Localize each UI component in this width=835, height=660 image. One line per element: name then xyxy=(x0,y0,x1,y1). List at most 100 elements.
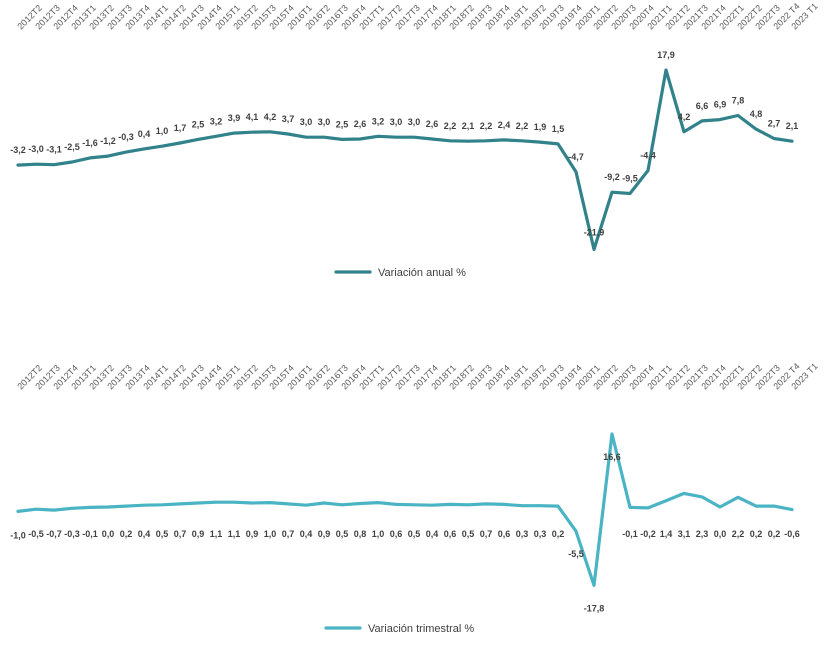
data-label: 0,4 xyxy=(300,529,313,539)
data-label: -3,0 xyxy=(28,144,44,154)
data-label: 0,3 xyxy=(534,529,547,539)
data-label: 4,2 xyxy=(678,112,691,122)
data-point xyxy=(791,140,794,143)
data-point xyxy=(395,136,398,139)
data-point xyxy=(305,504,308,507)
data-label: 3,7 xyxy=(282,114,295,124)
data-point xyxy=(377,501,380,504)
data-point xyxy=(773,505,776,508)
data-label: 0,9 xyxy=(246,529,259,539)
data-label: 0,6 xyxy=(498,529,511,539)
data-label: 6,6 xyxy=(696,101,709,111)
data-label: -0,6 xyxy=(784,529,800,539)
data-point xyxy=(179,142,182,145)
data-point xyxy=(791,508,794,511)
data-point xyxy=(647,506,650,509)
data-point xyxy=(125,505,128,508)
data-label: -5,5 xyxy=(568,549,584,559)
data-point xyxy=(629,192,632,195)
legend: Variación trimestral % xyxy=(324,623,474,635)
data-label: 6,9 xyxy=(714,100,727,110)
data-label: -1,0 xyxy=(10,530,26,540)
data-point xyxy=(89,156,92,159)
data-label: 0,9 xyxy=(318,529,331,539)
plot-area xyxy=(16,432,794,587)
data-label: 0,5 xyxy=(336,529,349,539)
data-label: 3,9 xyxy=(228,113,241,123)
data-point xyxy=(755,505,758,508)
data-point xyxy=(233,501,236,504)
data-label: 0,4 xyxy=(138,529,151,539)
legend: Variación anual % xyxy=(334,267,466,279)
data-point xyxy=(107,506,110,509)
chart-annual: 2012T22012T32012T42013T12013T22013T32013… xyxy=(10,1,819,279)
data-point xyxy=(89,506,92,509)
data-point xyxy=(53,509,56,512)
data-point xyxy=(575,170,578,173)
data-label: 2,6 xyxy=(426,119,439,129)
data-label: 0,5 xyxy=(462,529,475,539)
data-point xyxy=(683,130,686,133)
data-point xyxy=(755,128,758,131)
data-label: -0,5 xyxy=(28,529,44,539)
data-point xyxy=(305,136,308,139)
data-point xyxy=(35,508,38,511)
data-point xyxy=(521,504,524,507)
data-point xyxy=(557,142,560,145)
data-point xyxy=(719,118,722,121)
data-point xyxy=(521,139,524,142)
data-point xyxy=(287,502,290,505)
data-point xyxy=(269,130,272,133)
data-label: -0,2 xyxy=(640,529,656,539)
data-label: -0,1 xyxy=(622,529,638,539)
legend-label: Variación anual % xyxy=(378,267,466,279)
data-label: 7,8 xyxy=(732,96,745,106)
data-label: -9,2 xyxy=(604,172,620,182)
plot-area xyxy=(16,68,794,251)
data-label: 2,6 xyxy=(354,119,367,129)
x-axis-ticks: 2012T22012T32012T42013T12013T22013T32013… xyxy=(15,361,819,391)
data-point xyxy=(341,503,344,506)
data-label: 0,6 xyxy=(390,529,403,539)
data-point xyxy=(197,502,200,505)
data-label: 2,7 xyxy=(768,119,781,129)
data-point xyxy=(773,137,776,140)
data-point xyxy=(143,504,146,507)
data-point xyxy=(17,164,20,167)
data-label: -9,5 xyxy=(622,174,638,184)
data-point xyxy=(539,141,542,144)
data-label: 1,0 xyxy=(264,529,277,539)
data-label: 3,1 xyxy=(678,529,691,539)
data-label: 0,5 xyxy=(156,529,169,539)
data-point xyxy=(467,503,470,506)
data-point xyxy=(737,114,740,117)
data-point xyxy=(215,135,218,138)
data-label: 2,5 xyxy=(192,119,205,129)
data-label: 0,7 xyxy=(174,529,187,539)
data-label: 0,2 xyxy=(552,529,565,539)
data-point xyxy=(359,502,362,505)
data-point xyxy=(161,145,164,148)
data-point xyxy=(197,138,200,141)
data-label: 1,1 xyxy=(228,529,241,539)
data-label: 3,2 xyxy=(210,116,223,126)
data-label: 4,2 xyxy=(264,112,277,122)
data-point xyxy=(647,169,650,172)
data-point xyxy=(125,151,128,154)
data-point xyxy=(323,502,326,505)
data-point xyxy=(611,191,614,194)
data-label: 0,0 xyxy=(714,529,727,539)
data-point xyxy=(53,163,56,166)
data-point xyxy=(683,492,686,495)
data-label: 2,5 xyxy=(336,119,349,129)
data-label: 2,1 xyxy=(786,121,799,131)
data-label: -3,2 xyxy=(10,145,26,155)
data-point xyxy=(179,502,182,505)
data-label: 1,4 xyxy=(660,529,673,539)
data-label: 16,6 xyxy=(603,452,621,462)
data-point xyxy=(161,503,164,506)
data-label: 1,0 xyxy=(372,529,385,539)
data-point xyxy=(629,506,632,509)
data-label: 0,0 xyxy=(102,529,115,539)
